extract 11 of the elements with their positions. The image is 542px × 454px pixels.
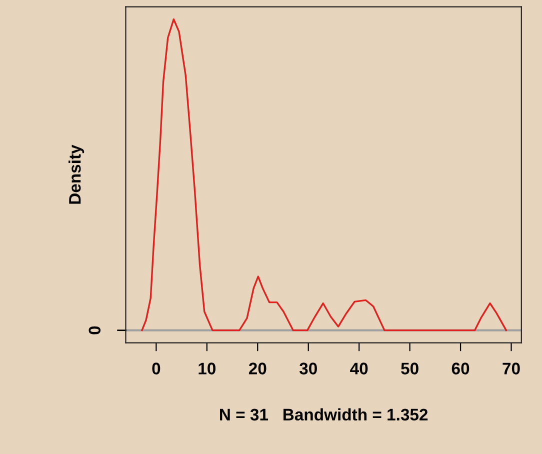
x-tick-label: 20 xyxy=(248,362,266,374)
x-tick-label: 10 xyxy=(198,362,216,374)
y-axis-title: Density xyxy=(68,144,84,204)
x-tick-label: 60 xyxy=(452,362,470,374)
x-tick-label: 50 xyxy=(401,362,418,374)
x-tick-label: 70 xyxy=(502,362,520,374)
x-tick-label: 0 xyxy=(152,362,160,374)
x-axis-title: N = 31 Bandwidth = 1.352 xyxy=(220,408,428,421)
x-tick-label: 40 xyxy=(350,362,368,374)
ref-line-label: 0 xyxy=(88,326,101,334)
x-tick-label: 30 xyxy=(299,362,317,374)
